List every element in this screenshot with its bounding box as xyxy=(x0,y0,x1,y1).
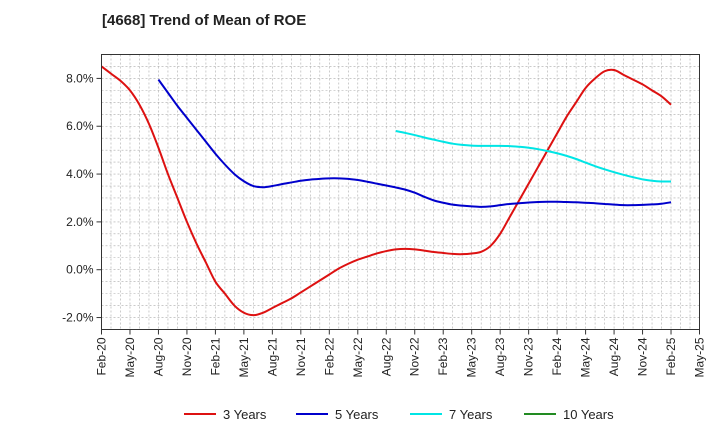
series-line-5-years xyxy=(157,79,672,208)
series-lines xyxy=(100,65,672,317)
y-tick-label: 6.0% xyxy=(66,119,94,133)
x-tick-label: Nov-21 xyxy=(294,337,308,376)
plot-area xyxy=(101,54,700,330)
y-tick-label: 0.0% xyxy=(66,263,94,277)
x-tick-label: Nov-22 xyxy=(408,337,422,376)
x-tick-label: May-22 xyxy=(351,337,365,377)
x-tick-label: Aug-22 xyxy=(379,337,393,376)
y-tick-label: 8.0% xyxy=(66,71,94,85)
x-tick-label: Feb-20 xyxy=(95,337,109,375)
x-tick-label: May-20 xyxy=(123,337,137,377)
x-tick-label: May-24 xyxy=(579,337,593,377)
x-tick-label: May-25 xyxy=(693,337,707,377)
x-tick-label: Feb-21 xyxy=(208,337,222,375)
x-tick-label: May-21 xyxy=(237,337,251,377)
x-tick-label: Nov-20 xyxy=(180,337,194,376)
x-tick-label: Aug-24 xyxy=(607,337,621,376)
y-tick-label: -2.0% xyxy=(62,311,94,325)
x-tick-label: Feb-24 xyxy=(550,337,564,375)
vertical-gridlines xyxy=(110,54,691,330)
legend-label-10-years: 10 Years xyxy=(563,407,614,422)
x-tick-label: Feb-23 xyxy=(436,337,450,375)
series-line-3-years xyxy=(100,65,672,317)
x-tick-label: Aug-21 xyxy=(265,337,279,376)
chart-title: [4668] Trend of Mean of ROE xyxy=(102,12,306,29)
y-tick-label: 4.0% xyxy=(66,167,94,181)
legend: 3 Years 5 Years 7 Years 10 Years xyxy=(184,407,614,422)
x-axis-tick-labels: Feb-20 May-20 Aug-20 Nov-20 Feb-21 May-21 Aug-… xyxy=(95,329,707,378)
series-line-7-years xyxy=(395,130,672,183)
x-tick-label: Nov-24 xyxy=(636,337,650,376)
y-axis-tick-labels: -2.0% 0.0% 2.0% 4.0% 6.0% 8.0% xyxy=(62,71,102,325)
legend-label-5-years: 5 Years xyxy=(335,407,379,422)
x-tick-label: Nov-23 xyxy=(522,337,536,376)
x-tick-label: May-23 xyxy=(465,337,479,377)
y-tick-label: 2.0% xyxy=(66,215,94,229)
x-tick-label: Feb-25 xyxy=(664,337,678,375)
legend-label-3-years: 3 Years xyxy=(223,407,267,422)
legend-label-7-years: 7 Years xyxy=(449,407,493,422)
x-tick-label: Aug-20 xyxy=(151,337,165,376)
x-tick-label: Aug-23 xyxy=(493,337,507,376)
x-tick-label: Feb-22 xyxy=(322,337,336,375)
plot-frame xyxy=(101,54,700,330)
